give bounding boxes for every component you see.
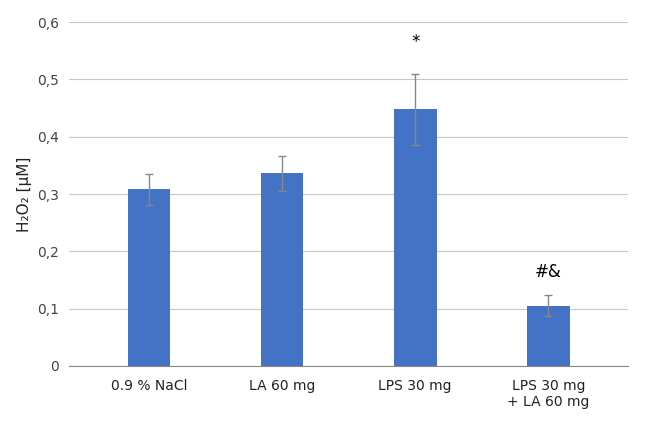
- Y-axis label: H₂O₂ [µM]: H₂O₂ [µM]: [17, 156, 32, 232]
- Text: #&: #&: [535, 263, 562, 281]
- Bar: [527, 306, 570, 366]
- Bar: [261, 173, 303, 366]
- Bar: [128, 190, 170, 366]
- Text: *: *: [411, 33, 419, 51]
- Bar: [394, 109, 437, 366]
